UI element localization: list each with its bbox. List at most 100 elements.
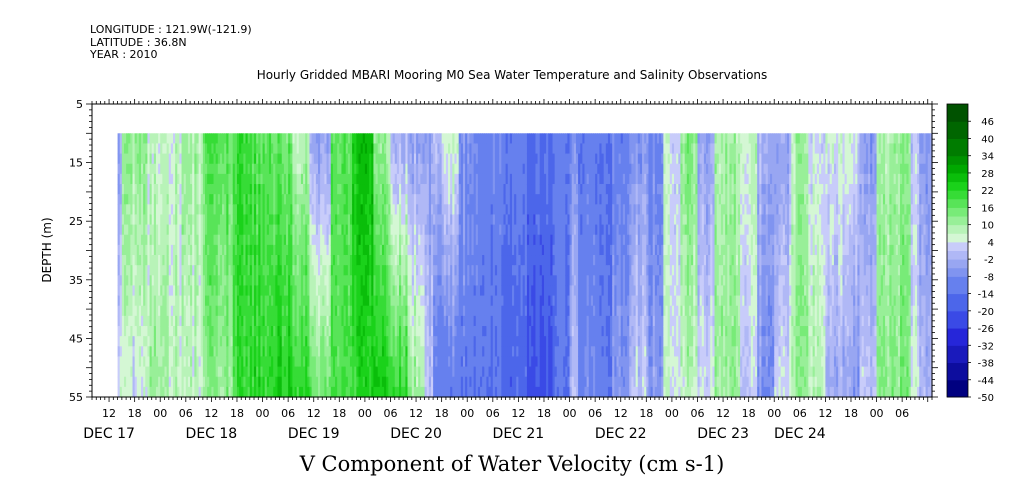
heatmap-cell (196, 194, 200, 205)
heatmap-cell (117, 386, 121, 398)
heatmap-cell (141, 163, 144, 175)
heatmap-cell (170, 295, 174, 307)
heatmap-cell (155, 305, 159, 317)
heatmap-cell (162, 336, 166, 347)
heatmap-cell (185, 143, 189, 155)
heatmap-cell (147, 366, 151, 378)
heatmap-cell (192, 214, 195, 226)
heatmap-cell (166, 305, 170, 317)
heatmap-cell (151, 204, 155, 216)
heatmap-cell (179, 336, 183, 347)
heatmap-cell (194, 234, 198, 246)
heatmap-cell (151, 224, 155, 236)
heatmap-cell (117, 184, 121, 195)
heatmap-cell (132, 326, 136, 337)
heatmap-cell (198, 376, 202, 388)
heatmap-cell (130, 326, 134, 337)
heatmap-cell (179, 143, 183, 155)
heatmap-cell (138, 315, 142, 327)
heatmap-cell (162, 305, 166, 317)
heatmap-cell (119, 224, 123, 236)
heatmap-cell (141, 133, 144, 145)
heatmap-cell (126, 326, 129, 337)
heatmap-cell (160, 315, 163, 327)
heatmap-cell (200, 224, 204, 236)
heatmap-cell (121, 153, 125, 165)
heatmap-cell (147, 336, 151, 347)
heatmap-cell (145, 386, 149, 398)
heatmap-cell (134, 214, 138, 226)
heatmap-cell (175, 275, 178, 287)
heatmap-cell (158, 173, 161, 185)
heatmap-cell (164, 386, 168, 398)
heatmap-cell (179, 204, 183, 216)
heatmap-cell (170, 184, 174, 195)
heatmap-cell (153, 295, 157, 307)
longitude-text: LONGITUDE : 121.9W(-121.9) (90, 23, 252, 36)
heatmap-cell (166, 356, 170, 368)
heatmap-cell (183, 234, 187, 246)
heatmap-cell (198, 315, 202, 327)
heatmap-cell (160, 356, 163, 368)
heatmap-cell (177, 173, 181, 185)
heatmap-cell (132, 173, 136, 185)
heatmap-cell (119, 376, 123, 388)
heatmap-cell (136, 305, 140, 317)
heatmap-cell (175, 315, 178, 327)
heatmap-cell (134, 143, 138, 155)
heatmap-cell (123, 255, 127, 266)
heatmap-cell (143, 265, 146, 276)
heatmap-cell (132, 305, 136, 317)
heatmap-cell (138, 153, 142, 165)
heatmap-cell (170, 173, 174, 185)
heatmap-cell (130, 214, 134, 226)
heatmap-cell (160, 275, 163, 287)
heatmap-cell (173, 376, 176, 388)
heatmap-cell (117, 234, 121, 246)
heatmap-cell (123, 356, 127, 368)
heatmap-cell (183, 255, 187, 266)
heatmap-cell (198, 255, 202, 266)
heatmap-cell (153, 234, 157, 246)
heatmap-cell (151, 376, 155, 388)
heatmap-cell (166, 163, 170, 175)
heatmap-cell (183, 315, 187, 327)
heatmap-cell (166, 326, 170, 337)
heatmap-cell (123, 224, 127, 236)
heatmap-cell (134, 163, 138, 175)
heatmap-cell (170, 204, 174, 216)
heatmap-cell (160, 346, 163, 358)
heatmap-cell (183, 305, 187, 317)
heatmap-cell (170, 214, 174, 226)
heatmap-cell (147, 143, 151, 155)
heatmap-cell (177, 386, 181, 398)
heatmap-cell (155, 356, 159, 368)
heatmap-cell (158, 315, 161, 327)
heatmap-cell (155, 275, 159, 287)
heatmap-cell (202, 184, 206, 195)
heatmap-cell (168, 315, 172, 327)
heatmap-cell (145, 224, 149, 236)
heatmap-cell (166, 234, 170, 246)
heatmap-cell (149, 244, 153, 256)
heatmap-cell (181, 133, 185, 145)
heatmap-cell (121, 173, 125, 185)
heatmap-cell (128, 224, 131, 236)
heatmap-cell (143, 366, 146, 378)
heatmap-cell (149, 386, 153, 398)
heatmap-cell (151, 366, 155, 378)
heatmap-cell (134, 224, 138, 236)
heatmap-cell (136, 173, 140, 185)
heatmap-cell (196, 346, 200, 358)
heatmap-cell (126, 376, 129, 388)
heatmap-cell (164, 376, 168, 388)
heatmap-cell (160, 214, 163, 226)
heatmap-cell (179, 153, 183, 165)
heatmap-cell (143, 376, 146, 388)
heatmap-cell (164, 366, 168, 378)
heatmap-cell (141, 386, 144, 398)
heatmap-cell (183, 326, 187, 337)
heatmap-cell (121, 336, 125, 347)
heatmap-cell (153, 244, 157, 256)
heatmap-cell (143, 356, 146, 368)
